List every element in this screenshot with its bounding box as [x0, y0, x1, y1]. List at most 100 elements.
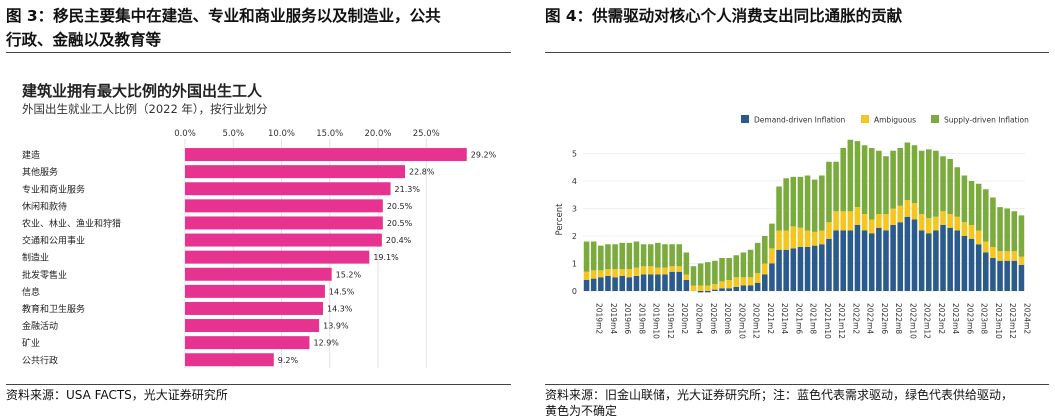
stack-segment [804, 175, 811, 231]
stack-segment [883, 214, 889, 231]
stack-segment [897, 205, 904, 223]
x-tick-label: 2021m8 [809, 303, 818, 334]
x-tick-label: 5.0% [222, 129, 244, 139]
stack-segment [804, 247, 811, 291]
category-label: 制造业 [22, 252, 49, 264]
x-tick-label: 2022m10 [908, 303, 917, 339]
category-label: 信息 [22, 286, 40, 298]
stack-segment [669, 244, 675, 267]
x-tick-label: 2023m4 [951, 303, 960, 334]
stack-segment [819, 230, 825, 245]
bar [185, 284, 325, 298]
stack-segment [762, 263, 768, 275]
stack-segment [997, 207, 1003, 252]
x-tick-label: 2019m8 [637, 303, 646, 334]
stack-segment [947, 227, 953, 291]
x-tick-label: 2022m12 [923, 303, 932, 339]
value-label: 20.4% [386, 236, 412, 245]
stack-segment [769, 248, 775, 264]
stack-segment [719, 258, 725, 282]
source-line2: 黄色为不确定 [545, 404, 618, 416]
stack-segment [662, 244, 668, 268]
stack-segment [876, 227, 882, 291]
value-label: 19.1% [373, 253, 399, 262]
stack-segment [669, 266, 675, 272]
bar [185, 199, 383, 213]
stack-segment [697, 263, 704, 286]
stack-segment [598, 245, 604, 271]
legend-swatch [861, 115, 869, 123]
value-label: 12.9% [313, 339, 339, 348]
stack-segment [676, 244, 683, 267]
stack-segment [590, 270, 597, 279]
stack-segment [911, 145, 918, 203]
stack-segment [612, 244, 618, 269]
stack-segment [590, 278, 597, 291]
stack-segment [605, 269, 611, 276]
category-label: 其他服务 [22, 166, 58, 178]
value-label: 14.5% [329, 287, 355, 296]
legend-label: Demand-driven Inflation [754, 116, 846, 125]
stack-segment [940, 211, 946, 225]
stack-segment [583, 280, 590, 291]
stack-segment [1004, 208, 1010, 252]
x-tick-label: 2021m12 [837, 303, 846, 339]
x-tick-label: 2021m10 [823, 303, 832, 339]
stack-segment [861, 214, 868, 231]
stack-segment [719, 281, 725, 289]
stack-segment [690, 285, 697, 291]
x-tick-label: 25.0% [413, 129, 440, 139]
y-tick-label: 2 [572, 232, 577, 241]
stack-segment [626, 277, 633, 291]
stack-segment [897, 222, 904, 291]
title-rule [6, 52, 511, 53]
stack-segment [1018, 256, 1025, 265]
stack-segment [904, 200, 911, 217]
stack-segment [925, 149, 932, 219]
y-tick-label: 3 [572, 205, 577, 214]
stack-segment [819, 244, 825, 291]
figure-3-title-line2: 行政、金融以及教育等 [6, 31, 162, 49]
stack-segment [704, 285, 711, 291]
stack-segment [947, 159, 953, 214]
stack-segment [990, 258, 996, 291]
stack-segment [868, 233, 875, 291]
figure-3-title-line1: 图 3：移民主要集中在建造、专业和商业服务以及制造业，公共 [6, 7, 441, 25]
stack-segment [583, 271, 590, 280]
stack-segment [1018, 264, 1025, 291]
stack-segment [918, 230, 925, 291]
stack-segment [662, 274, 668, 291]
stack-segment [840, 148, 846, 212]
stack-segment [783, 178, 789, 231]
category-label: 公共行政 [22, 354, 58, 366]
bar [185, 165, 406, 179]
bar [185, 353, 274, 367]
stack-segment [633, 275, 640, 291]
industry-bar-chart: 0.0% 5.0% 10.0% 15.0% 20.0% 25.0% 建造 29.2% 其他服务 2… [22, 129, 497, 369]
x-tick-label: 2021m2 [766, 303, 775, 334]
stack-segment [833, 230, 839, 291]
stack-segment [847, 211, 854, 231]
legend-swatch [741, 115, 749, 123]
stack-segment [640, 266, 647, 275]
stack-segment [740, 252, 747, 278]
stack-segment [619, 269, 625, 276]
source-note: 资料来源：USA FACTS，光大证券研究所 [6, 388, 228, 402]
stack-segment [590, 241, 597, 271]
stack-segment [626, 242, 633, 269]
stack-segment [961, 175, 968, 223]
stack-segment [726, 288, 732, 291]
stack-segment [918, 214, 925, 231]
stack-segment [975, 183, 982, 231]
category-label: 批发零售业 [22, 269, 67, 281]
stack-segment [954, 216, 961, 231]
right-panel: 图 4：供需驱动对核心个人消费支出同比通胀的贡献 Demand-driven I… [545, 0, 1049, 416]
category-label: 农业、林业、渔业和狩猎 [22, 217, 121, 229]
stack-segment [747, 277, 754, 286]
stack-segment [633, 241, 640, 268]
stack-segment [740, 285, 747, 291]
stack-segment [954, 167, 961, 217]
stack-segment [762, 236, 768, 264]
chart-subtitle: 外国出生就业工人比例（2022 年），按行业划分 [22, 102, 268, 116]
stack-segment [1018, 215, 1025, 257]
